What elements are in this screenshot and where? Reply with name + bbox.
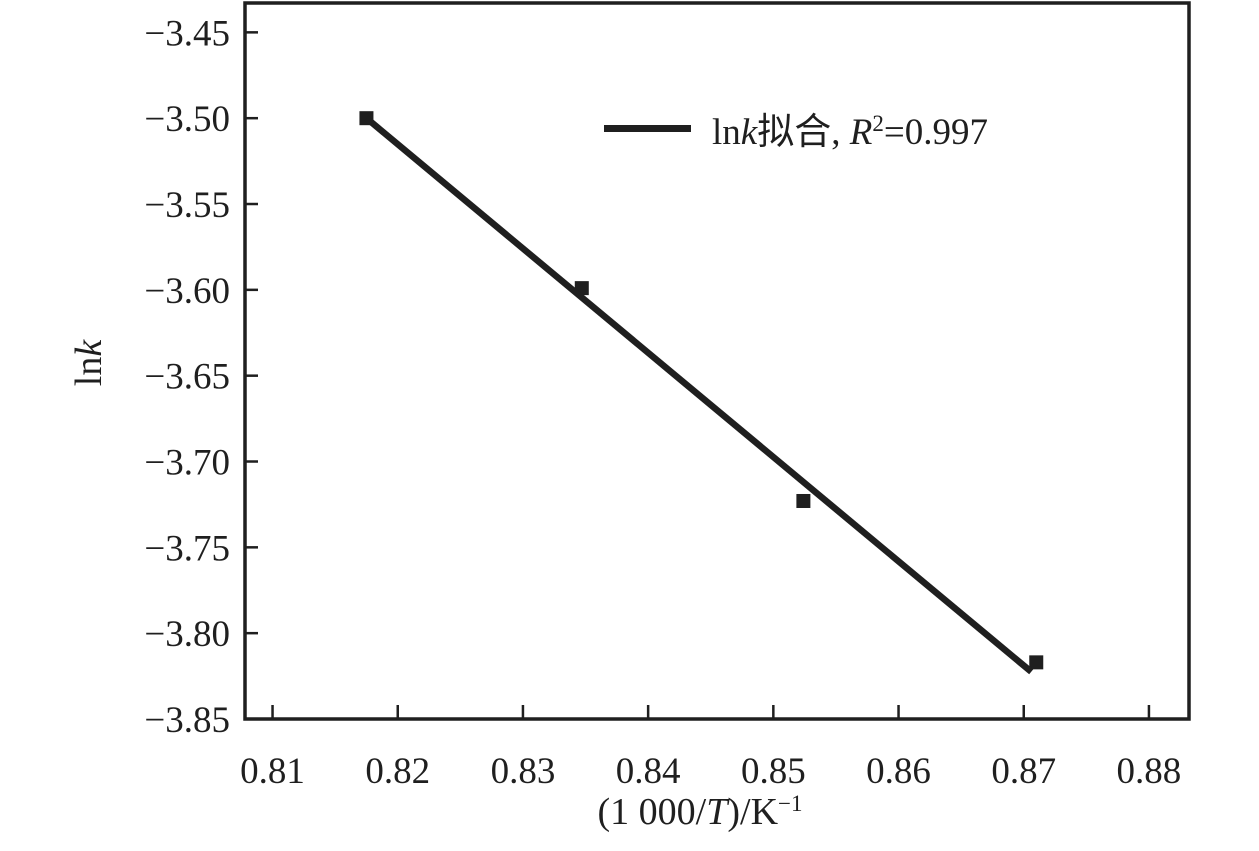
plot-frame — [243, 1, 1191, 721]
y-tick-label: −3.70 — [144, 443, 230, 484]
y-tick-label: −3.75 — [144, 528, 230, 569]
x-axis-label-T: T — [706, 791, 728, 833]
x-tick-label: 0.81 — [240, 751, 305, 792]
x-tick-label: 0.82 — [365, 751, 430, 792]
legend: lnk拟合, R2=0.997 — [604, 101, 988, 155]
fit-line — [364, 115, 1034, 675]
y-axis-label-ln: ln — [68, 356, 110, 387]
legend-line-sample — [604, 124, 691, 132]
x-tick-label: 0.87 — [991, 751, 1056, 792]
data-point — [1029, 655, 1044, 670]
y-tick-label: −3.80 — [144, 614, 230, 655]
x-axis-label-exponent: −1 — [778, 791, 803, 816]
data-point — [796, 493, 811, 508]
legend-R-value: =0.997 — [883, 112, 988, 153]
y-tick-label: −3.60 — [144, 271, 230, 312]
legend-R-exponent: 2 — [872, 111, 884, 136]
legend-fit-text: 拟合, — [757, 112, 850, 153]
x-axis-label: (1 000/T)/K−1 — [598, 790, 803, 834]
x-tick-label: 0.86 — [866, 751, 931, 792]
legend-R: R — [849, 112, 873, 153]
x-tick-label: 0.88 — [1117, 751, 1182, 792]
y-tick-label: −3.65 — [144, 357, 230, 398]
y-tick-label: −3.85 — [144, 700, 230, 741]
x-axis-label-post: )/K — [727, 791, 779, 833]
y-tick-label: −3.55 — [144, 185, 230, 226]
x-axis-label-pre: (1 000/ — [597, 791, 707, 833]
legend-ln: ln — [712, 112, 741, 153]
y-tick-label: −3.50 — [144, 99, 230, 140]
x-tick-label: 0.83 — [491, 751, 556, 792]
x-tick-label: 0.84 — [616, 751, 681, 792]
y-axis-label: lnk — [67, 340, 111, 386]
y-axis-label-k: k — [68, 339, 110, 357]
legend-label: lnk拟合, R2=0.997 — [712, 101, 988, 155]
legend-k: k — [740, 112, 758, 153]
x-tick-label: 0.85 — [741, 751, 806, 792]
y-tick-label: −3.45 — [144, 13, 230, 54]
